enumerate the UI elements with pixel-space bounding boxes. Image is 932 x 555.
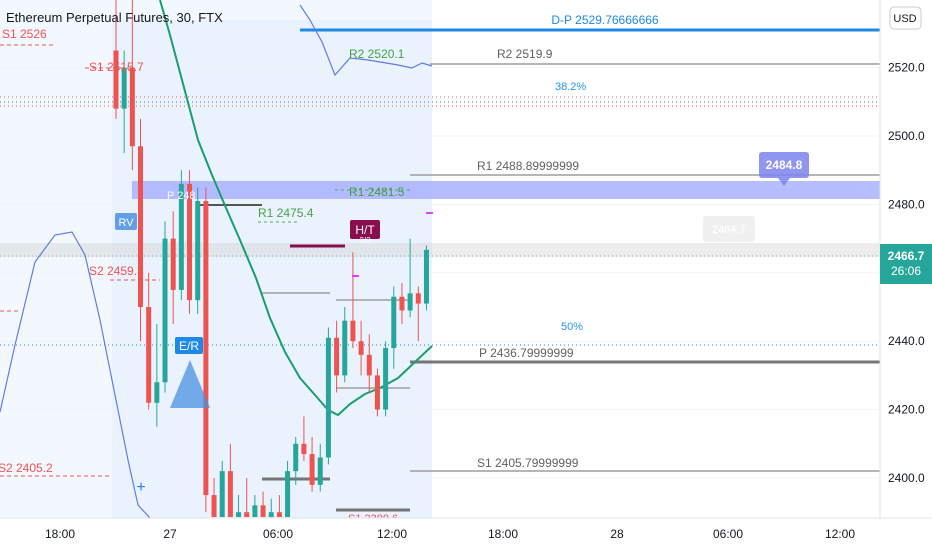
dp-label: D-P 2529.76666666 [551, 13, 659, 27]
alert-price-badge[interactable] [759, 152, 809, 178]
price-tick-label: 2480.0 [888, 197, 925, 211]
ht-badge-sublabel: 2/2 [359, 236, 371, 245]
fib-382-label: 38.2% [555, 81, 586, 93]
r2-green-label: R2 2520.1 [349, 47, 405, 61]
candle-body [178, 183, 184, 290]
candle-body [203, 200, 209, 496]
candle-body [285, 471, 291, 517]
price-tick-label: 2520.0 [888, 61, 925, 75]
candle-body [195, 200, 201, 301]
candle-body [187, 183, 193, 301]
candle-body [342, 320, 348, 376]
candle-body [227, 471, 233, 517]
time-tick-label: 06:00 [263, 527, 293, 541]
currency-button[interactable] [889, 6, 922, 30]
candle-body [399, 296, 405, 311]
candle-body [244, 512, 250, 517]
r2-right-label: R2 2519.9 [497, 47, 553, 61]
buy-triangle-icon [170, 360, 210, 408]
time-tick-label: 12:00 [825, 527, 855, 541]
s1-top-label: S1 2526 [2, 27, 47, 41]
fib-50-label: 50% [561, 321, 583, 333]
candle-body [407, 293, 413, 311]
rv-badge [115, 213, 137, 230]
chart-title: Ethereum Perpetual Futures, 30, FTX [6, 10, 223, 25]
s2-bottom-label: S2 2405.2 [0, 461, 53, 475]
time-tick-label: 18:00 [45, 527, 75, 541]
price-tick-label: 2440.0 [888, 334, 925, 348]
time-tick-label: 18:00 [488, 527, 518, 541]
candle-body [129, 67, 135, 147]
alert-pointer-icon [778, 178, 790, 186]
currency-button-label: USD [893, 13, 916, 25]
candle-body [146, 307, 152, 403]
ht-badge [350, 220, 380, 239]
candle-body [268, 512, 274, 517]
ghost-price-badge [703, 216, 755, 242]
candle-body [293, 443, 299, 472]
candle-body [252, 505, 258, 517]
plus-icon: + [136, 479, 145, 496]
p-white-label: P 248 [167, 190, 196, 202]
candle-body [366, 354, 372, 376]
grid [0, 67, 880, 479]
current-price-label: 2466.7 [888, 249, 925, 263]
er-badge-label: E/R [179, 339, 199, 353]
time-ticks: 18:00 27 06:00 12:00 18:00 28 06:00 12:00 [45, 527, 855, 541]
time-tick-label: 12:00 [377, 527, 407, 541]
candle-body [113, 50, 119, 109]
r1-band [132, 181, 880, 199]
candle-body [170, 238, 176, 290]
time-tick-label: 28 [610, 527, 624, 541]
ht-badge-label: H/T [355, 223, 375, 237]
ghost-price-label: 2464.7 [712, 224, 746, 236]
candle-body [415, 293, 421, 304]
candle-body [211, 495, 217, 517]
candle-body [383, 348, 389, 410]
r1-green-label-b: R1 2475.4 [258, 206, 314, 220]
time-axis-panel[interactable] [0, 518, 932, 550]
candle-body [317, 457, 323, 485]
candle-body [325, 337, 331, 458]
candle-body [374, 375, 380, 410]
candle-body [301, 443, 307, 455]
candle-body [276, 512, 282, 517]
time-tick-label: 06:00 [713, 527, 743, 541]
current-price-tag [880, 244, 932, 284]
envelope-top-line [299, 4, 433, 77]
price-tick-label: 2400.0 [888, 471, 925, 485]
candle-body [309, 454, 315, 485]
countdown-label: 26:06 [891, 264, 921, 278]
candle-body [154, 382, 160, 403]
candle-body [391, 296, 397, 349]
candle-body [121, 67, 127, 109]
time-tick-label: 27 [163, 527, 177, 541]
candle-body [350, 320, 356, 342]
candle-body [236, 512, 242, 517]
alert-price-label: 2484.8 [766, 158, 803, 172]
candle-body [219, 471, 225, 517]
s1-right-label: S1 2405.79999999 [477, 456, 579, 470]
rv-badge-label: RV [118, 217, 134, 229]
s2-label: S2 2459.3 [89, 264, 144, 278]
candle-body [358, 341, 364, 355]
candles-group [113, 0, 429, 517]
candle-body [260, 505, 266, 517]
price-tick-label: 2420.0 [888, 403, 925, 417]
candle-body [334, 337, 340, 376]
er-badge [175, 337, 203, 354]
envelope-line [0, 231, 151, 519]
s1-mid-label: S1 2515.7 [89, 60, 144, 74]
r1-green-label-a: R1 2481.5 [349, 185, 405, 199]
candle-body [423, 249, 429, 304]
candle-body [162, 238, 168, 383]
price-tick-label: 2500.0 [888, 129, 925, 143]
p-right-label: P 2436.79999999 [479, 346, 574, 360]
r1-right-label: R1 2488.89999999 [477, 159, 579, 173]
session-shading-inner [112, 20, 432, 518]
candle-body [138, 146, 144, 307]
